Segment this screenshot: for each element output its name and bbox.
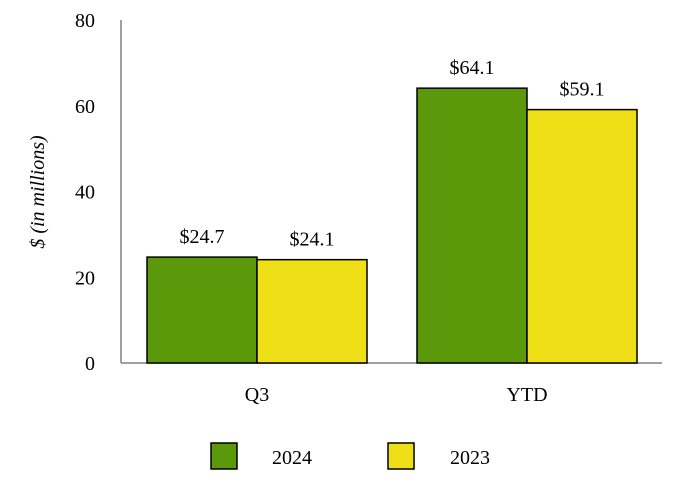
legend-label-2023: 2023 <box>450 447 490 469</box>
y-axis-ticks: 0 20 40 60 80 <box>75 10 95 375</box>
legend: 2024 2023 <box>210 442 490 470</box>
y-tick-label: 80 <box>75 10 95 32</box>
bar-2024-Q3 <box>146 256 258 364</box>
x-axis-ticks: Q3 YTD <box>245 384 548 406</box>
y-axis-label: $ (in millions) <box>27 135 49 249</box>
bars: $24.7 $24.1 $64.1 $59.1 <box>146 57 638 364</box>
bar-2023-Q3 <box>256 258 368 364</box>
y-tick-label: 40 <box>75 182 95 204</box>
y-tick-label: 0 <box>85 353 95 375</box>
legend-swatch-2023 <box>387 442 415 470</box>
legend-swatch-2024 <box>210 442 238 470</box>
x-tick-label: YTD <box>506 384 547 406</box>
y-tick-label: 60 <box>75 96 95 118</box>
data-label-2024-YTD: $64.1 <box>450 57 495 79</box>
legend-label-2024: 2024 <box>272 447 312 469</box>
data-label-2024-Q3: $24.7 <box>180 226 225 248</box>
data-label-2023-YTD: $59.1 <box>560 79 605 101</box>
bar-2023-YTD <box>526 108 638 364</box>
bar-2024-YTD <box>416 87 528 364</box>
x-tick-label: Q3 <box>245 384 269 406</box>
y-tick-label: 20 <box>75 267 95 289</box>
data-label-2023-Q3: $24.1 <box>290 229 335 251</box>
